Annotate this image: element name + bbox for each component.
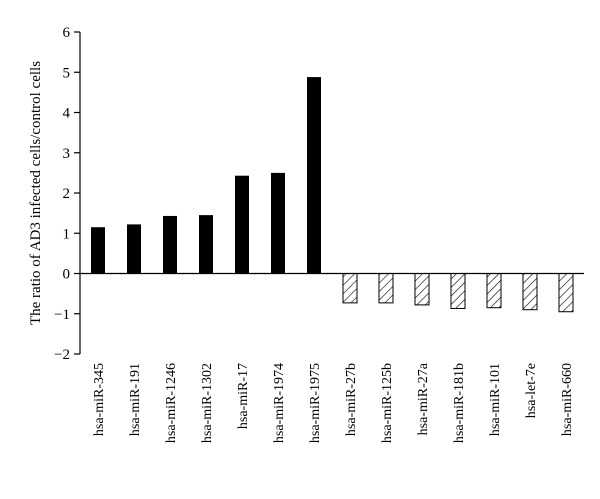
bar [414,273,430,306]
y-tick-label: 2 [63,186,71,202]
bar [91,227,105,274]
x-tick-label: hsa-miR-101 [488,363,503,436]
x-tick-label: hsa-miR-1975 [308,363,323,443]
bar [163,215,177,274]
x-tick-label: hsa-miR-1246 [164,363,179,443]
x-tick-label: hsa-miR-27a [416,362,431,435]
bar [342,273,358,304]
x-tick-label: hsa-miR-191 [128,363,143,436]
y-tick-label: −1 [54,307,70,323]
bar [450,273,466,310]
y-tick-label: −2 [54,347,70,363]
y-axis-label: The ratio of AD3 infected cells/control … [28,61,44,325]
bar [307,77,321,274]
x-tick-label: hsa-miR-660 [560,363,575,436]
bar [199,215,213,274]
bar [486,273,502,309]
y-tick-label: 6 [63,25,71,41]
y-tick-label: 5 [63,65,71,81]
bar [522,273,538,311]
x-tick-label: hsa-miR-1974 [272,363,287,443]
bar [378,273,394,304]
y-tick-label: 4 [63,106,71,122]
bar [127,224,141,274]
x-tick-label: hsa-miR-345 [92,363,107,436]
x-tick-label: hsa-miR-27b [344,363,359,436]
bar [271,172,285,274]
x-tick-label: hsa-let-7e [524,363,539,418]
bar [558,273,574,313]
x-tick-label: hsa-miR-1302 [200,363,215,443]
bar [235,175,249,274]
x-tick-label: hsa-miR-181b [452,363,467,443]
y-tick-label: 3 [63,146,71,162]
bars [91,77,574,313]
x-tick-label: hsa-miR-125b [380,363,395,443]
y-tick-label: 0 [63,267,71,283]
x-axis: hsa-miR-345 hsa-miR-191 hsa-miR-1246 hsa-mi… [80,272,584,443]
y-tick-label: 1 [63,226,71,242]
y-axis: −2 −1 0 1 2 3 4 5 6 [54,25,81,363]
x-tick-label: hsa-miR-17 [236,363,251,429]
